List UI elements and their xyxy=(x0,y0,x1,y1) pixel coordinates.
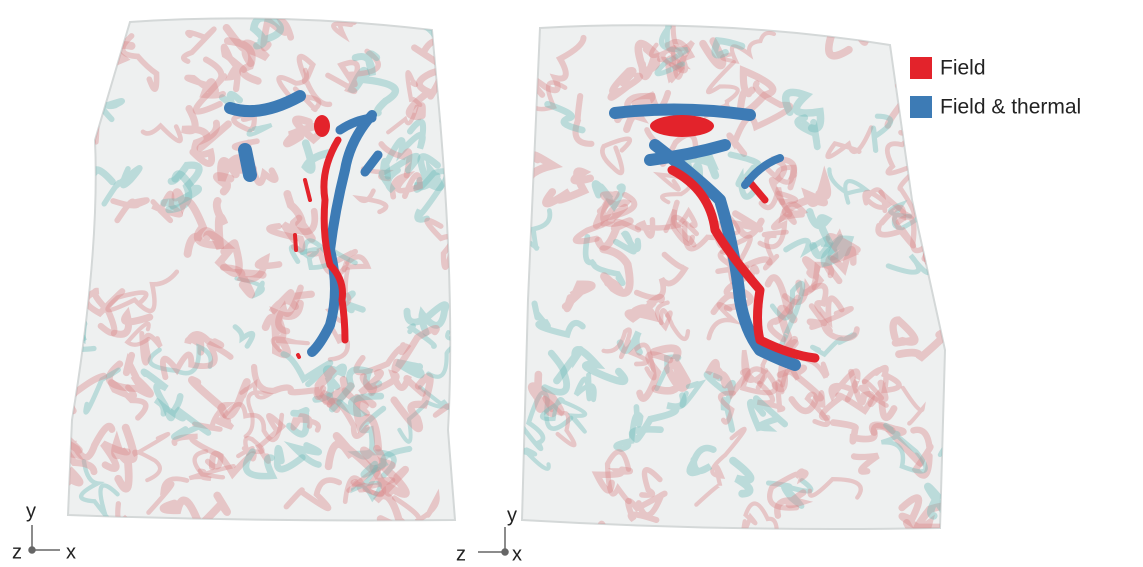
axis-label: x xyxy=(66,541,76,563)
structure xyxy=(598,524,624,545)
axis-label: y xyxy=(26,500,36,522)
legend-swatch xyxy=(910,57,932,79)
axis-triad xyxy=(29,525,508,555)
legend-swatch xyxy=(910,96,932,118)
blue-tube xyxy=(245,150,250,175)
structure xyxy=(73,113,97,142)
legend: Field Field & thermal xyxy=(910,57,1081,119)
axis-origin xyxy=(29,547,35,553)
axis-label: z xyxy=(12,541,22,563)
axis-label: y xyxy=(507,504,517,526)
legend-label: Field xyxy=(940,57,986,80)
axis-label: x xyxy=(512,543,522,565)
structure xyxy=(940,425,1003,456)
structure xyxy=(70,67,106,84)
structure xyxy=(62,472,80,486)
blue-tube xyxy=(615,109,750,115)
structure xyxy=(24,259,73,267)
structure xyxy=(443,121,474,138)
axis-label: z xyxy=(456,543,466,565)
structure xyxy=(924,224,963,254)
structure xyxy=(36,165,71,204)
figure: y z x y z x Field Field & thermal xyxy=(0,0,1143,567)
legend-label: Field & thermal xyxy=(940,96,1081,119)
axis-origin xyxy=(502,549,508,555)
structure xyxy=(921,0,952,44)
red-blob xyxy=(314,115,330,137)
structure xyxy=(80,2,107,42)
red-blob xyxy=(650,115,714,137)
structure xyxy=(48,324,84,341)
